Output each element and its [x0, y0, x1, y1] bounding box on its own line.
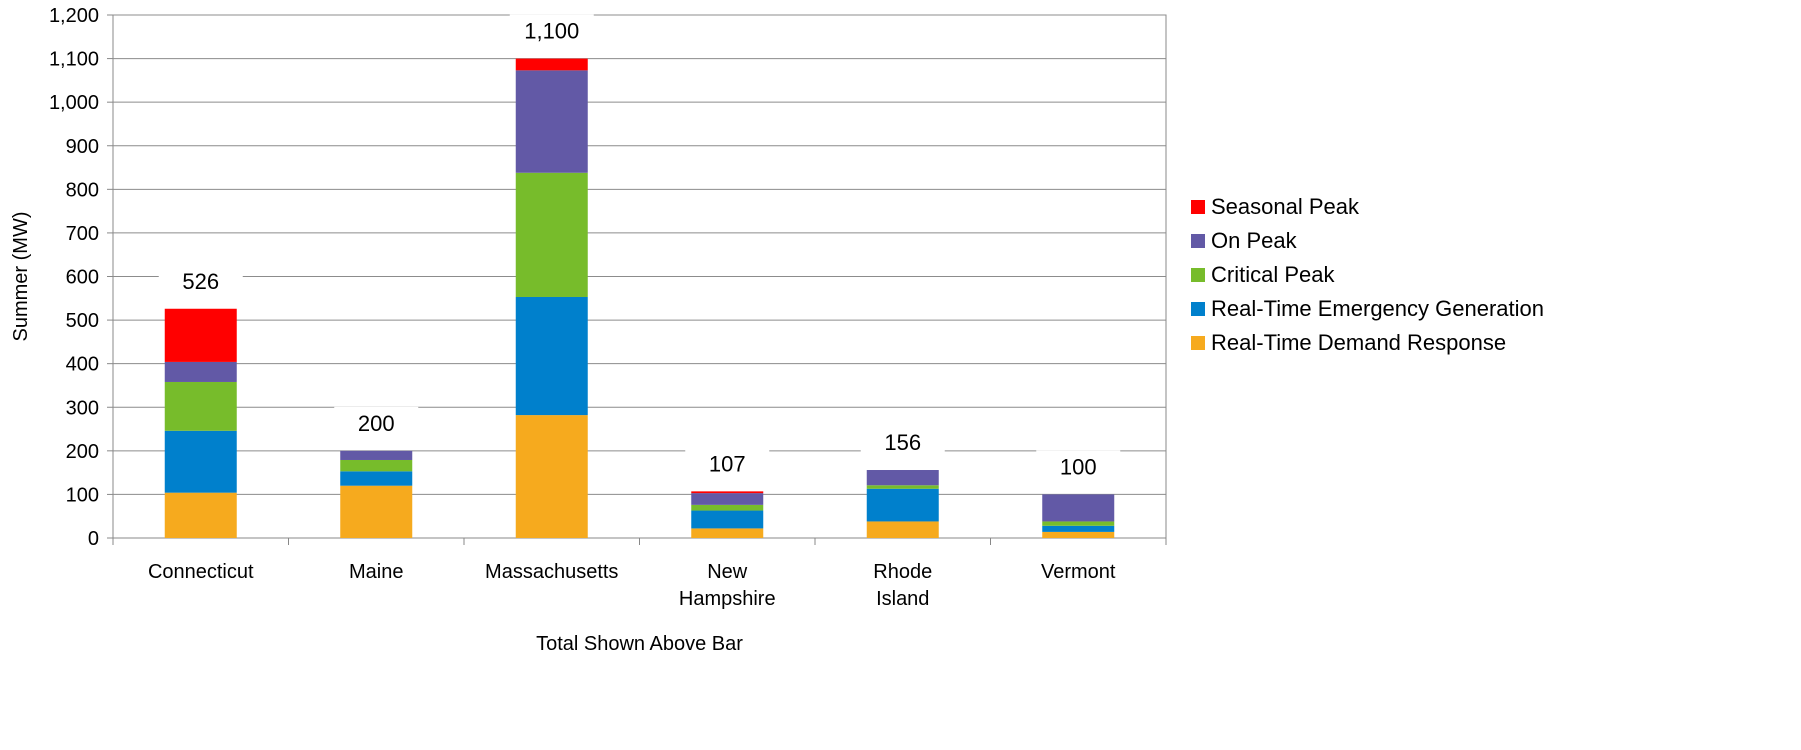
bar-segment	[340, 471, 413, 486]
total-label: 1,100	[524, 19, 579, 44]
total-label: 156	[884, 430, 921, 455]
bar-segment	[515, 415, 588, 538]
y-tick-label: 1,200	[49, 5, 99, 27]
bar-segment	[164, 492, 237, 538]
legend-swatch	[1191, 234, 1205, 248]
bar-segment	[164, 381, 237, 431]
total-label-background	[685, 447, 770, 480]
total-label-background	[334, 406, 419, 439]
x-tick-label: Connecticut	[148, 561, 254, 583]
x-tick-label: Rhode	[873, 561, 932, 583]
x-tick-label: Massachusetts	[485, 561, 618, 583]
bar-segment	[515, 172, 588, 297]
total-label: 107	[709, 451, 746, 476]
legend-label: On Peak	[1211, 228, 1298, 253]
bar-segment	[164, 430, 237, 493]
bar-segment	[1042, 494, 1115, 522]
bar-segment	[340, 450, 413, 460]
bar-segment	[866, 488, 939, 522]
bar-segment	[164, 361, 237, 382]
bar-segment	[691, 504, 764, 511]
bar-segment	[691, 510, 764, 529]
y-axis-label: Summer (MW)	[10, 212, 32, 342]
legend-swatch	[1191, 336, 1205, 350]
bar-segment	[515, 58, 588, 71]
x-tick-label: Hampshire	[679, 588, 776, 610]
bar-segment	[866, 470, 939, 486]
bar-segment	[1042, 525, 1115, 532]
total-label: 100	[1060, 454, 1097, 479]
bar-segment	[866, 521, 939, 538]
legend-swatch	[1191, 200, 1205, 214]
total-label-background	[509, 14, 594, 47]
bar-segment	[691, 493, 764, 505]
legend-label: Real-Time Demand Response	[1211, 330, 1506, 355]
bar-segment	[866, 485, 939, 489]
total-label-background	[158, 264, 243, 297]
total-label: 526	[182, 269, 219, 294]
y-tick-label: 800	[66, 179, 99, 201]
bar-segment	[691, 491, 764, 494]
x-axis-label: Total Shown Above Bar	[536, 633, 743, 655]
x-tick-label: Island	[876, 588, 929, 610]
total-label-background	[860, 426, 945, 459]
y-tick-label: 0	[88, 528, 99, 550]
bar-segment	[164, 308, 237, 362]
legend-label: Seasonal Peak	[1211, 194, 1360, 219]
legend-swatch	[1191, 268, 1205, 282]
bar-segment	[1042, 521, 1115, 526]
total-label: 200	[358, 411, 395, 436]
y-tick-label: 600	[66, 267, 99, 289]
legend-label: Real-Time Emergency Generation	[1211, 296, 1544, 321]
y-tick-label: 1,100	[49, 49, 99, 71]
x-tick-label: New	[707, 561, 748, 583]
total-label-background	[1036, 450, 1121, 483]
y-tick-label: 1,000	[49, 92, 99, 114]
y-tick-label: 900	[66, 136, 99, 158]
bar-segment	[691, 528, 764, 538]
legend-swatch	[1191, 302, 1205, 316]
bar-segment	[1042, 531, 1115, 538]
y-tick-label: 300	[66, 397, 99, 419]
bar-segment	[340, 459, 413, 472]
y-tick-label: 400	[66, 354, 99, 376]
y-tick-label: 700	[66, 223, 99, 245]
y-tick-label: 100	[66, 484, 99, 506]
x-tick-label: Vermont	[1041, 561, 1116, 583]
y-tick-label: 500	[66, 310, 99, 332]
bar-segment	[515, 70, 588, 173]
x-tick-label: Maine	[349, 561, 403, 583]
y-tick-label: 200	[66, 441, 99, 463]
legend-label: Critical Peak	[1211, 262, 1335, 287]
bar-segment	[515, 296, 588, 416]
bar-segment	[340, 485, 413, 538]
